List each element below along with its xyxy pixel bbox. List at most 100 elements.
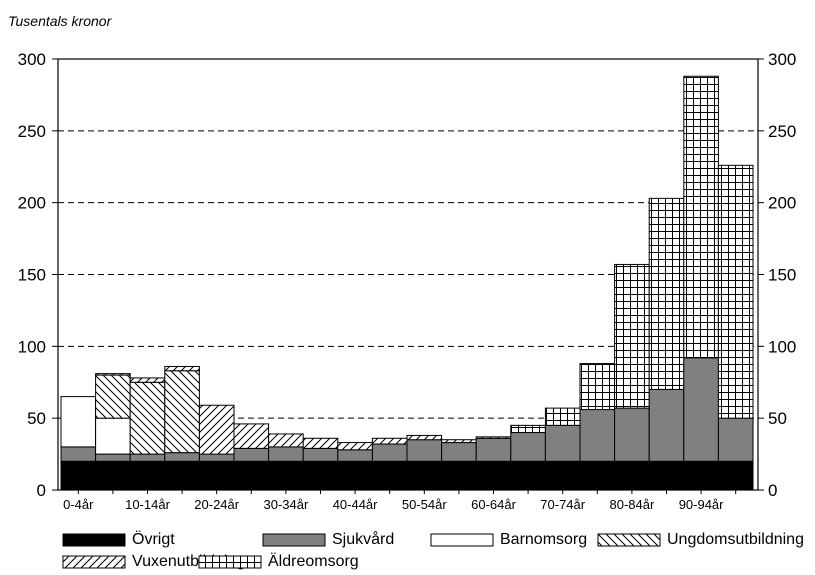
x-tick-label: 60-64år [471,497,516,512]
bar-segment [683,460,719,491]
x-tick-label: 50-54år [402,497,447,512]
bar-segment [95,374,131,419]
bar-segment [60,446,97,462]
legend-swatch [198,555,262,569]
x-tick-label: 40-44år [333,497,378,512]
bar-segment [406,439,443,462]
legend-label: Sjukvård [332,531,395,548]
x-tick-label: 10-14år [125,497,170,512]
bar-segment [475,437,512,462]
bar-segment [648,388,685,462]
x-tick-label: 30-34år [263,497,308,512]
y-tick-label-right: 250 [768,122,796,141]
legend-swatch [430,533,494,547]
legend-swatch [597,533,661,547]
bar-segment [337,449,373,462]
bar-segment [510,460,546,491]
bar-segment [268,446,304,462]
bar-segment [406,460,443,491]
bar-segment [579,363,616,411]
bar-segment [60,396,97,448]
bar-segment [717,460,754,491]
bar-segment [475,460,512,491]
legend-item: Barnomsorg [430,531,587,549]
bar-segment [544,424,581,462]
bar-segment [475,436,512,439]
legend-swatch [262,533,326,547]
bar-segment [544,407,581,426]
bar-segment [510,432,546,462]
legend-label: Äldreomsorg [268,553,359,570]
bar-segment [441,442,477,462]
bar-segment [233,447,270,462]
y-tick-label-right: 50 [768,409,787,428]
y-tick-label-left: 50 [27,409,46,428]
legend-label: Barnomsorg [500,531,588,548]
legend-item: Övrigt [62,531,175,549]
bar-segment [683,357,719,462]
legend-item: Sjukvård [262,531,394,549]
bar-segment [268,433,304,448]
y-tick-label-right: 200 [768,194,796,213]
bar-segment [164,370,200,454]
bar-segment [95,460,131,491]
legend-swatch [62,533,126,547]
bar-segment [614,460,650,491]
bar-segment [60,460,97,491]
bar-segment [129,377,166,383]
x-tick-label: 70-74år [540,497,585,512]
bar-segment [683,75,719,359]
bar-segment [164,365,200,372]
bar-segment [406,434,443,441]
bar-segment [441,439,477,444]
bar-segment [648,460,685,491]
bar-segment [579,409,616,462]
bar-segment [717,417,754,462]
stacked-bar-chart: 0 0 50 50 100 100 150 150 200 200 250 250 300 300 0-4å… [18,50,797,512]
legend-label: Ungdomsutbildning [667,531,804,548]
bar-segment [95,417,131,455]
y-tick-label-left: 150 [18,266,46,285]
bar-segment [648,197,685,390]
y-tick-label-left: 0 [37,481,46,500]
bar-segment [614,263,650,409]
bar-segment [233,423,270,449]
bar-segment [337,460,373,491]
x-tick-label: 0-4år [63,497,94,512]
x-tick-label: 20-24år [194,497,239,512]
x-tick-label: 90-94år [679,497,724,512]
y-tick-label-right: 150 [768,266,796,285]
y-tick-label-left: 250 [18,122,46,141]
bar-segment [441,460,477,491]
bar-segment [302,460,339,491]
bar-segment [129,460,166,491]
bar-segment [95,373,131,376]
y-tick-label-left: 200 [18,194,46,213]
bar-segment [268,460,304,491]
bar-segment [371,443,408,462]
bar-segment [579,460,616,491]
legend-label: Övrigt [132,531,175,548]
bar-segment [233,460,270,491]
legend-item: Ungdomsutbildning [597,531,804,549]
bar-segment [614,407,650,462]
y-tick-label-right: 300 [768,50,796,69]
bar-segment [198,404,235,455]
bar-segment [371,460,408,491]
bar-segment [198,453,235,462]
y-tick-label-left: 100 [18,337,46,356]
bar-segment [164,460,200,491]
bar-segment [717,164,754,419]
legend-swatch [62,555,126,569]
bar-segment [129,381,166,455]
y-tick-label-right: 100 [768,337,796,356]
legend-item: Äldreomsorg [198,553,359,571]
bar-segment [95,453,131,462]
y-tick-label-left: 300 [18,50,46,69]
y-tick-label-right: 0 [768,481,777,500]
bar-segment [164,452,200,462]
bar-segment [302,437,339,449]
bar-segment [198,460,235,491]
bar-segment [302,447,339,462]
bar-segment [371,437,408,445]
